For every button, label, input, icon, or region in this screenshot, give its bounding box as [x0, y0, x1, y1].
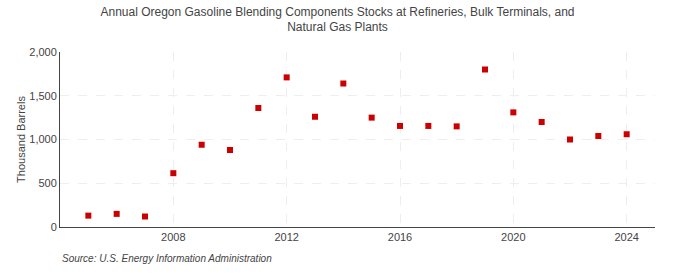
svg-text:2024: 2024 [614, 231, 638, 243]
svg-text:Annual Oregon Gasoline Blendin: Annual Oregon Gasoline Blending Componen… [100, 5, 574, 35]
svg-text:2012: 2012 [274, 231, 298, 243]
svg-text:500: 500 [38, 177, 56, 189]
svg-text:2020: 2020 [501, 231, 525, 243]
svg-text:Thousand Barrels: Thousand Barrels [15, 96, 27, 183]
svg-text:1,500: 1,500 [29, 90, 57, 102]
svg-text:2016: 2016 [388, 231, 412, 243]
svg-text:2008: 2008 [161, 231, 185, 243]
svg-text:1,000: 1,000 [29, 133, 57, 145]
svg-text:Source: U.S. Energy Informatio: Source: U.S. Energy Information Administ… [62, 253, 272, 264]
svg-text:2,000: 2,000 [29, 46, 57, 58]
svg-text:0: 0 [51, 221, 57, 233]
